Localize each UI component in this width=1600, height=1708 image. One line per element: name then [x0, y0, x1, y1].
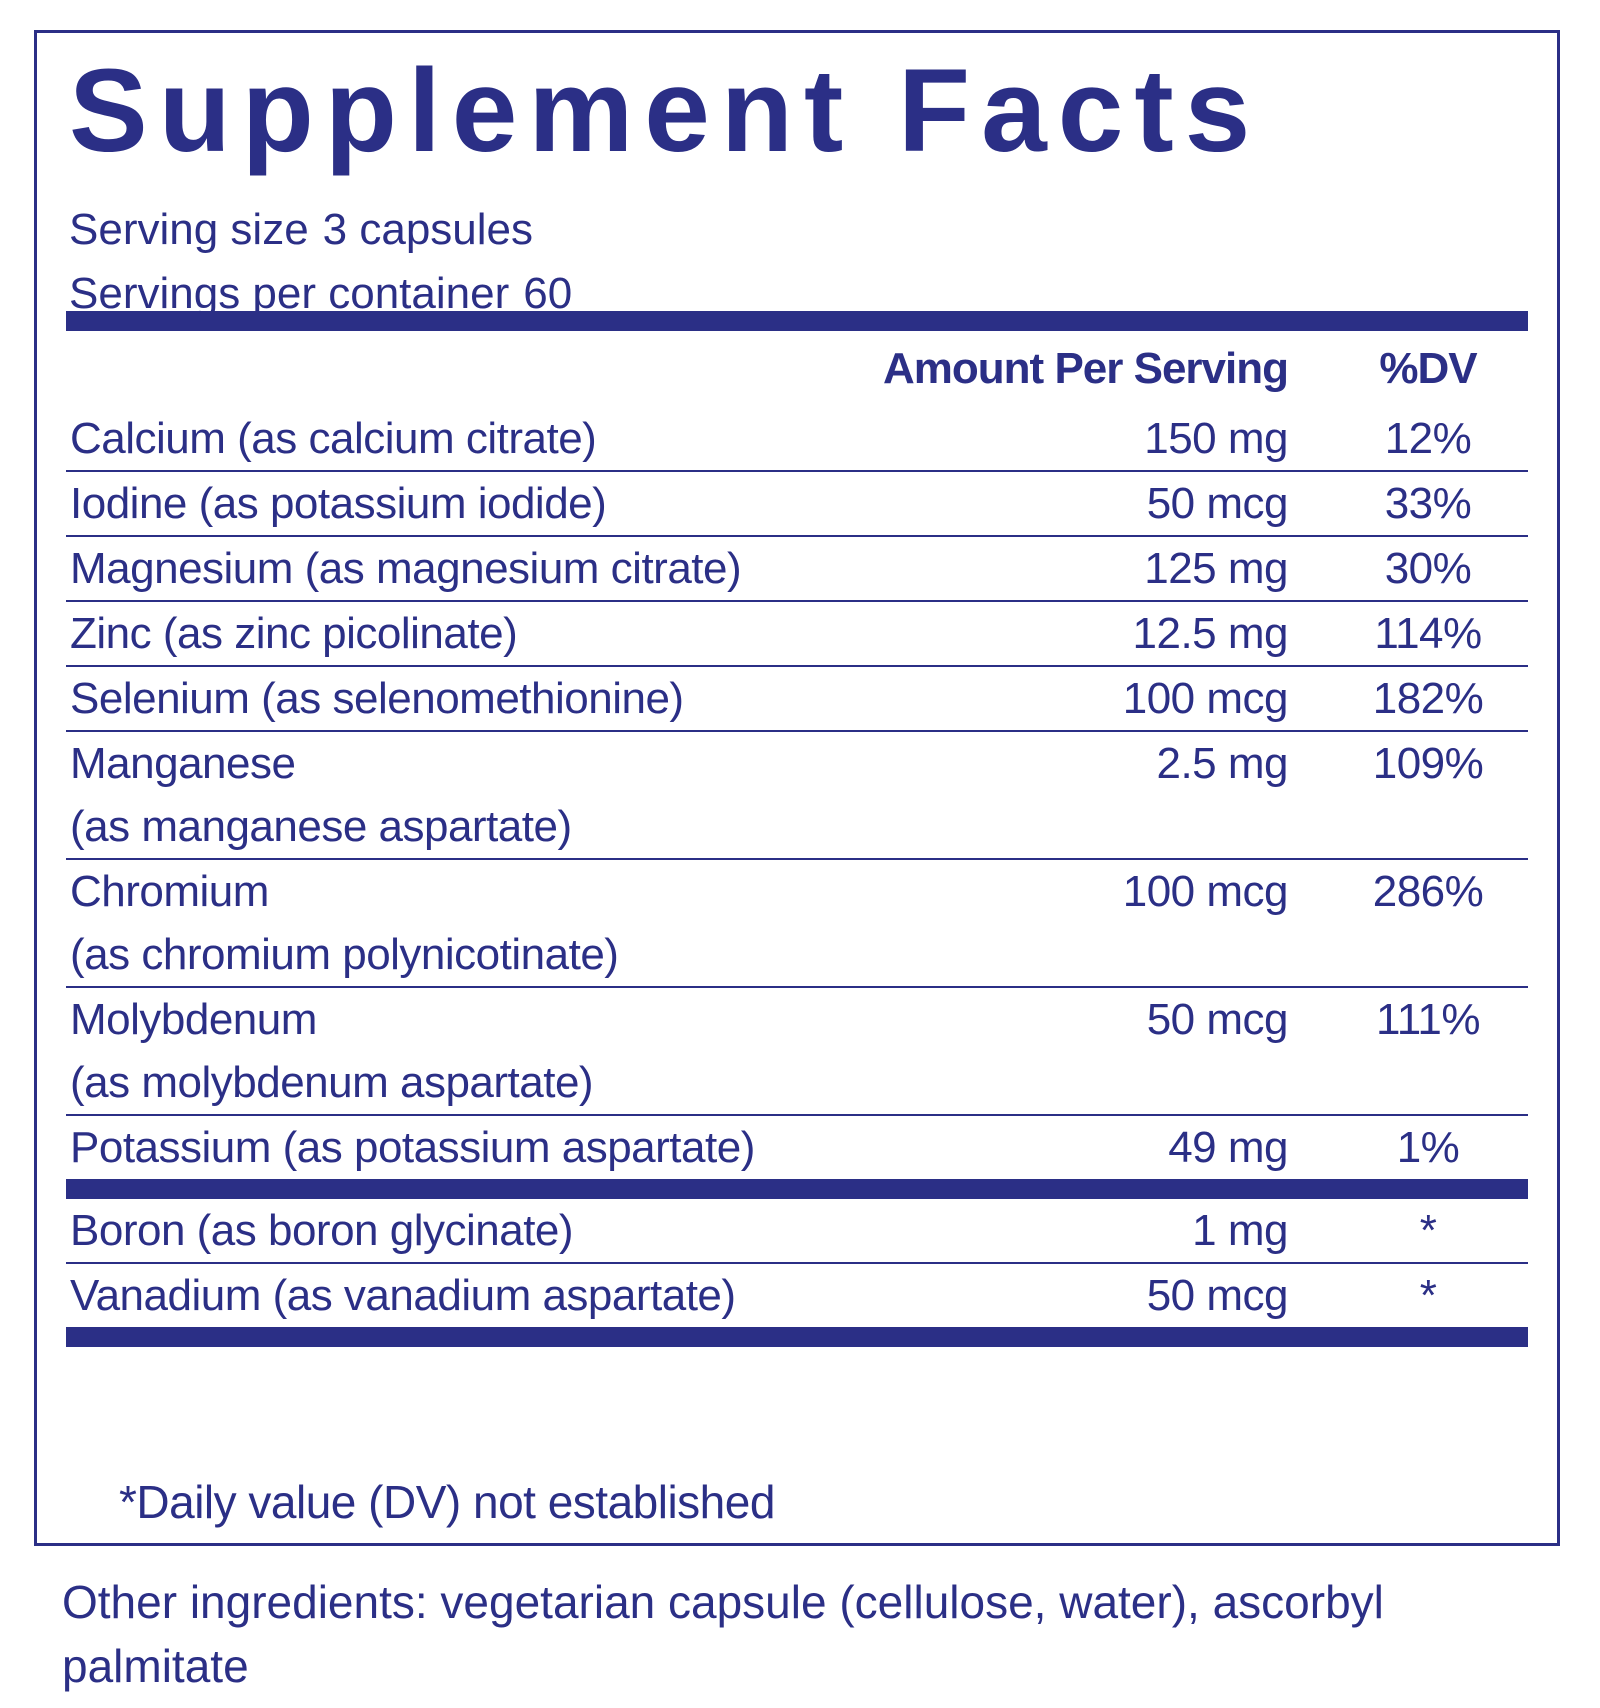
- name-line: Selenium (as selenomethionine): [70, 674, 684, 723]
- daily-value: 30%: [1384, 544, 1472, 593]
- daily-value: 12%: [1384, 414, 1472, 463]
- nutrient-row: Iodine (as potassium iodide) 50 mcg 33%: [66, 472, 1528, 537]
- name-line: (as molybdenum aspartate): [70, 1058, 594, 1107]
- nutrient-name: Calcium (as calcium citrate): [66, 407, 868, 470]
- nutrient-row: Manganese (as manganese aspartate) 2.5 mg 1…: [66, 732, 1528, 860]
- name-line: Molybdenum: [70, 995, 317, 1044]
- name-line: (as chromium polynicotinate): [70, 930, 619, 979]
- amount: 49 mg: [1168, 1123, 1288, 1172]
- table-body: Calcium (as calcium citrate) 150 mg 12% Iod…: [66, 407, 1528, 1327]
- value: 60: [523, 269, 573, 318]
- amount: 100 mcg: [1122, 674, 1289, 723]
- nutrient-name: Magnesium (as magnesium citrate): [66, 537, 868, 600]
- column-header: %DV: [1379, 344, 1477, 393]
- nutrient-name: Potassium (as potassium aspartate): [66, 1116, 868, 1179]
- nutrient-row: Molybdenum (as molybdenum aspartate) 50 mc…: [66, 988, 1528, 1116]
- amount: 150 mg: [1144, 414, 1288, 463]
- daily-value: *: [1419, 1271, 1437, 1320]
- nutrient-row: Boron (as boron glycinate) 1 mg *: [66, 1199, 1528, 1264]
- daily-value: *: [1419, 1206, 1437, 1255]
- footnote: *Daily value (DV) not established: [119, 1476, 775, 1528]
- nutrient-row: Chromium (as chromium polynicotinate) 100 …: [66, 860, 1528, 988]
- value: 3 capsules: [322, 205, 534, 254]
- divider: [66, 1327, 1528, 1347]
- amount: 2.5 mg: [1156, 739, 1288, 788]
- name-line: Calcium (as calcium citrate): [70, 414, 597, 463]
- daily-value: 1%: [1396, 1123, 1460, 1172]
- daily-value: 109%: [1372, 739, 1484, 788]
- name-line: Zinc (as zinc picolinate): [70, 609, 518, 658]
- nutrient-name: Molybdenum (as molybdenum aspartate): [66, 988, 868, 1114]
- name-line: (as manganese aspartate): [70, 802, 572, 851]
- amount: 50 mcg: [1146, 995, 1289, 1044]
- amount: 1 mg: [1192, 1206, 1288, 1255]
- other-ingredients: Other ingredients: vegetarian capsule (c…: [62, 1576, 1384, 1692]
- amount: 50 mcg: [1146, 1271, 1289, 1320]
- amount: 125 mg: [1144, 544, 1288, 593]
- nutrient-name: Manganese (as manganese aspartate): [66, 732, 868, 858]
- amount: 100 mcg: [1122, 867, 1289, 916]
- column-header: Amount Per Serving: [883, 344, 1289, 393]
- nutrient-name: Zinc (as zinc picolinate): [66, 602, 868, 665]
- daily-value: 182%: [1372, 674, 1484, 723]
- nutrient-name: Iodine (as potassium iodide): [66, 472, 868, 535]
- label: Serving size: [69, 205, 309, 254]
- daily-value: 111%: [1375, 995, 1481, 1044]
- daily-value: 114%: [1374, 609, 1482, 658]
- nutrient-row: Vanadium (as vanadium aspartate) 50 mcg *: [66, 1264, 1528, 1327]
- title: Supplement Facts: [69, 45, 1262, 177]
- table-header: Amount Per Serving %DV: [66, 331, 1528, 407]
- nutrient-row: Zinc (as zinc picolinate) 12.5 mg 114%: [66, 602, 1528, 667]
- amount: 50 mcg: [1146, 479, 1289, 528]
- servings-per-container: Servings per container 60: [69, 269, 572, 319]
- nutrient-name: Boron (as boron glycinate): [66, 1199, 868, 1262]
- name-line: Boron (as boron glycinate): [70, 1206, 574, 1255]
- divider: [66, 311, 1528, 331]
- facts-panel: Supplement Facts Serving size 3 capsules …: [34, 30, 1560, 1546]
- nutrient-row: Selenium (as selenomethionine) 100 mcg 182…: [66, 667, 1528, 732]
- label: Servings per container: [69, 269, 510, 318]
- nutrient-row: Potassium (as potassium aspartate) 49 mg 1…: [66, 1116, 1528, 1179]
- divider: [66, 1179, 1528, 1199]
- nutrient-name: Vanadium (as vanadium aspartate): [66, 1264, 868, 1327]
- name-line: Chromium: [70, 867, 269, 916]
- name-line: Iodine (as potassium iodide): [70, 479, 607, 528]
- name-line: Vanadium (as vanadium aspartate): [70, 1271, 736, 1320]
- daily-value: 33%: [1384, 479, 1472, 528]
- nutrient-name: Chromium (as chromium polynicotinate): [66, 860, 868, 986]
- nutrient-row: Calcium (as calcium citrate) 150 mg 12%: [66, 407, 1528, 472]
- facts-table: Amount Per Serving %DV Calcium (as calci…: [66, 311, 1528, 1347]
- name-line: Manganese: [70, 739, 296, 788]
- nutrient-row: Magnesium (as magnesium citrate) 125 mg 30…: [66, 537, 1528, 602]
- amount: 12.5 mg: [1132, 609, 1289, 658]
- name-line: Potassium (as potassium aspartate): [70, 1123, 755, 1172]
- name-line: Magnesium (as magnesium citrate): [70, 544, 742, 593]
- serving-size: Serving size 3 capsules: [69, 205, 533, 255]
- nutrient-name: Selenium (as selenomethionine): [66, 667, 868, 730]
- daily-value: 286%: [1372, 867, 1484, 916]
